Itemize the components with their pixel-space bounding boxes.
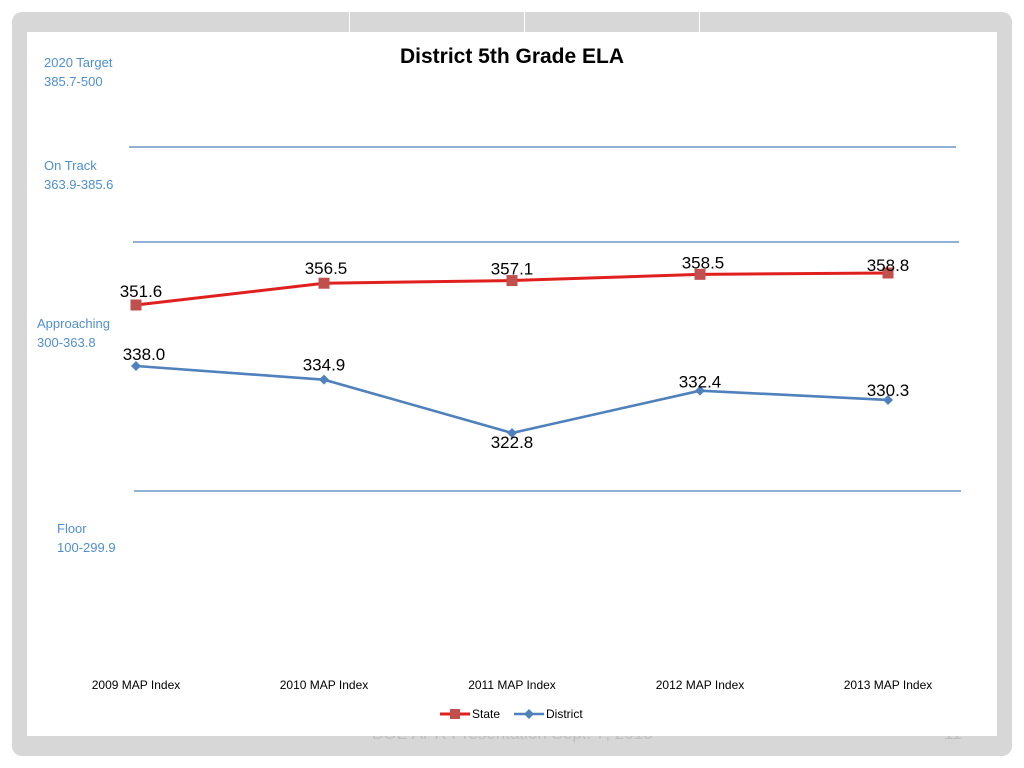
zone-range: 363.9-385.6	[44, 177, 114, 192]
district-data-point	[507, 428, 517, 438]
legend-marker-diamond	[524, 709, 534, 719]
state-data-point	[130, 299, 142, 311]
data-label: 356.5	[305, 259, 348, 278]
zone-label-approaching: Approaching 300-363.8	[37, 314, 110, 352]
zone-name: Approaching	[37, 316, 110, 331]
zone-label-floor: Floor 100-299.9	[57, 519, 116, 557]
chart-title: District 5th Grade ELA	[399, 45, 625, 68]
state-data-point	[882, 267, 894, 279]
zone-name: On Track	[44, 158, 97, 173]
zone-range: 100-299.9	[57, 540, 116, 555]
state-data-point	[318, 277, 330, 289]
x-tick-label: 2011 MAP Index	[468, 678, 556, 692]
slide-divider	[524, 12, 525, 32]
x-tick-label: 2012 MAP Index	[656, 678, 745, 692]
x-tick-label: 2013 MAP Index	[844, 678, 933, 692]
data-label: 358.8	[867, 256, 910, 275]
data-label: 358.5	[682, 253, 725, 272]
data-label: 330.3	[867, 381, 910, 400]
district-data-point	[695, 385, 705, 396]
slide-divider	[349, 12, 350, 32]
district-data-point	[131, 361, 141, 371]
data-label: 357.1	[491, 260, 534, 279]
data-label: 334.9	[303, 356, 346, 375]
zone-range: 385.7-500	[44, 74, 103, 89]
zone-range: 300-363.8	[37, 335, 96, 350]
state-data-point	[506, 275, 518, 287]
district-data-point	[883, 394, 893, 405]
legend-label: District	[546, 707, 583, 721]
zone-name: 2020 Target	[44, 55, 113, 70]
zone-label-target: 2020 Target 385.7-500	[44, 53, 112, 91]
x-tick-label: 2010 MAP Index	[280, 678, 369, 692]
legend-label: State	[472, 707, 500, 721]
district-data-point	[319, 374, 329, 385]
zone-name: Floor	[57, 521, 87, 536]
data-label: 322.8	[491, 433, 534, 452]
chart-panel	[27, 32, 997, 736]
x-tick-label: 2009 MAP Index	[92, 678, 181, 692]
state-data-point	[694, 268, 706, 280]
district-series-line	[135, 364, 889, 435]
data-label: 351.6	[120, 282, 163, 301]
legend-marker-square	[450, 709, 460, 719]
data-label: 332.4	[679, 373, 722, 392]
zone-label-on-track: On Track 363.9-385.6	[44, 156, 113, 194]
slide-divider	[699, 12, 700, 32]
data-label: 338.0	[123, 345, 166, 364]
